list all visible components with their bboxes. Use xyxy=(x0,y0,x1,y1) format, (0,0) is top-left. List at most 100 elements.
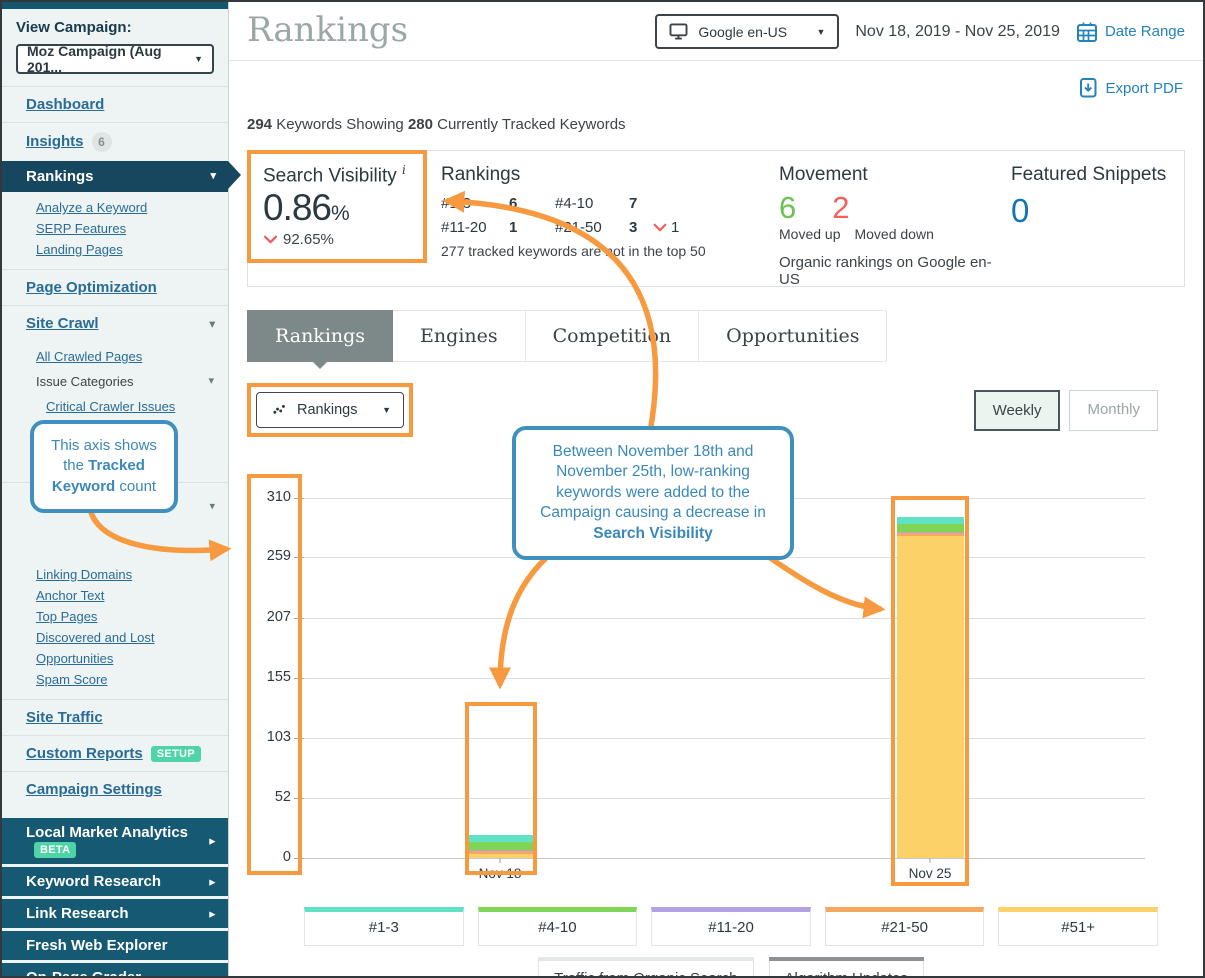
legend-item-1-3[interactable]: #1-3 xyxy=(304,907,464,946)
moved-up-value: 6 xyxy=(779,190,797,225)
rank-count: 1 xyxy=(509,219,518,236)
axis-annotation-callout: This axis shows the Tracked Keyword coun… xyxy=(30,420,178,513)
chevron-down-icon: ▾ xyxy=(209,318,215,330)
date-range-button[interactable]: Date Range xyxy=(1076,21,1185,43)
y-axis-tick xyxy=(294,557,304,559)
sidebar-item-link-research[interactable]: Link Research ▸ xyxy=(2,899,228,928)
export-pdf-button[interactable]: Export PDF xyxy=(1078,77,1183,99)
bar-stack[interactable] xyxy=(896,516,964,858)
scatter-chart-icon xyxy=(273,404,285,414)
y-axis-tick xyxy=(294,738,304,740)
legend-item-11-20[interactable]: #11-20 xyxy=(651,907,811,946)
sidebar-item-page-optimization[interactable]: Page Optimization xyxy=(2,269,228,305)
campaign-selector-value: Moz Campaign (Aug 201... xyxy=(27,43,162,75)
gridline xyxy=(304,738,1145,740)
y-axis-tick-label: 310 xyxy=(266,489,291,505)
rank-count: 3 xyxy=(629,219,638,236)
moved-down-value: 2 xyxy=(832,190,850,225)
chevron-right-icon: ▸ xyxy=(209,876,215,888)
sidebar-item-top-pages[interactable]: Top Pages xyxy=(36,609,98,624)
sidebar-item-dashboard[interactable]: Dashboard xyxy=(26,96,105,113)
bar-segment xyxy=(466,854,534,858)
main-annotation-callout: Between November 18th and November 25th,… xyxy=(512,426,794,561)
y-axis-tick xyxy=(294,498,304,499)
sidebar-item-site-crawl[interactable]: Site Crawl ▾ xyxy=(2,305,228,341)
campaign-selector[interactable]: Moz Campaign (Aug 201... ▼ xyxy=(16,43,214,75)
sidebar-item-serp-features[interactable]: SERP Features xyxy=(36,221,127,236)
sidebar-item-rankings-active[interactable]: Rankings ▾ xyxy=(2,161,241,192)
sidebar-item-issue-categories[interactable]: Issue Categories ▾ xyxy=(36,374,214,389)
date-range-value: Nov 18, 2019 - Nov 25, 2019 xyxy=(855,22,1060,40)
y-axis-tick xyxy=(294,797,304,799)
rankings-stat-note: 277 tracked keywords are not in the top … xyxy=(441,243,706,259)
view-campaign-label: View Campaign: xyxy=(16,19,132,36)
bar-stack[interactable] xyxy=(466,834,534,858)
movement-stat: Movement 6 2 Moved up Moved down Organic… xyxy=(775,151,1007,288)
sidebar-item-spam-score[interactable]: Spam Score xyxy=(36,672,108,687)
monthly-button[interactable]: Monthly xyxy=(1069,389,1158,431)
sidebar-item-critical-crawler-issues[interactable]: Critical Crawler Issues xyxy=(46,399,176,414)
chevron-down-icon: ▾ xyxy=(208,375,214,387)
sidebar-item-site-traffic[interactable]: Site Traffic xyxy=(2,699,228,735)
bar-segment xyxy=(466,851,534,855)
tab-opportunities[interactable]: Opportunities xyxy=(699,310,888,362)
sidebar-item-all-crawled-pages[interactable]: All Crawled Pages xyxy=(36,349,143,364)
legend-item-21-50[interactable]: #21-50 xyxy=(824,907,985,946)
rank-count: 6 xyxy=(509,195,518,212)
sidebar-item-fresh-web-explorer[interactable]: Fresh Web Explorer xyxy=(2,931,228,960)
search-engine-selector[interactable]: Google en-US ▼ xyxy=(655,14,840,49)
chevron-down-icon: ▼ xyxy=(382,405,391,415)
y-axis-tick xyxy=(294,678,304,679)
tab-competition[interactable]: Competition xyxy=(525,310,700,362)
keywords-summary: 294 Keywords Showing 280 Currently Track… xyxy=(247,116,626,133)
y-axis-tick xyxy=(294,617,304,619)
rank-range: #1-3 xyxy=(441,195,472,212)
bar-segment xyxy=(896,523,964,532)
rank-range: #11-20 xyxy=(441,219,487,236)
sidebar-item-on-page-grader[interactable]: On-Page Grader xyxy=(2,963,228,976)
search-visibility-value: 0.86% xyxy=(263,187,350,229)
legend-item-51-plus[interactable]: #51+ xyxy=(998,907,1158,946)
sidebar-item-opportunities[interactable]: Opportunities xyxy=(36,651,114,666)
tracked-keywords-count: 280 xyxy=(407,116,433,133)
setup-badge: SETUP xyxy=(150,746,201,762)
bar-segment xyxy=(466,849,534,851)
moved-up-label: Moved up xyxy=(779,226,841,242)
sidebar-item-discovered-and-lost[interactable]: Discovered and Lost xyxy=(36,630,155,645)
weekly-button[interactable]: Weekly xyxy=(973,389,1061,431)
legend-item-4-10[interactable]: #4-10 xyxy=(477,907,638,946)
traffic-organic-search-button[interactable]: Traffic from Organic Search xyxy=(538,957,754,976)
sidebar-top-strip xyxy=(2,2,228,9)
y-axis-tick xyxy=(294,858,304,859)
gridline xyxy=(304,858,1145,859)
chart-type-selector[interactable]: Rankings ▼ xyxy=(256,392,404,428)
featured-snippets-stat: Featured Snippets 0 xyxy=(1007,151,1184,286)
info-icon[interactable]: i xyxy=(402,163,406,177)
y-axis-tick-label: 103 xyxy=(266,729,291,746)
sidebar-item-keyword-research[interactable]: Keyword Research ▸ xyxy=(2,867,228,896)
sidebar-item-analyze-a-keyword[interactable]: Analyze a Keyword xyxy=(36,200,148,215)
bar-segment xyxy=(896,516,964,524)
chevron-down-icon: ▼ xyxy=(816,26,826,37)
tab-engines[interactable]: Engines xyxy=(393,310,526,362)
chevron-down-icon: ▼ xyxy=(194,54,203,64)
tab-bar: Rankings Engines Competition Opportuniti… xyxy=(247,310,1185,362)
sidebar-item-insights[interactable]: Insights 6 xyxy=(2,122,228,161)
sidebar-item-campaign-settings[interactable]: Campaign Settings xyxy=(2,771,228,807)
sidebar-item-custom-reports[interactable]: Custom Reports SETUP xyxy=(2,735,228,771)
tab-rankings[interactable]: Rankings xyxy=(247,310,394,362)
movement-note: Organic rankings on Google en-US xyxy=(779,254,992,288)
algorithm-updates-button[interactable]: Algorithm Updates xyxy=(768,957,925,976)
sidebar-item-linking-domains[interactable]: Linking Domains xyxy=(36,567,133,582)
sidebar-item-landing-pages[interactable]: Landing Pages xyxy=(36,242,123,257)
gridline xyxy=(304,617,1145,619)
search-visibility-label: Search Visibility i xyxy=(263,163,406,187)
bar-segment xyxy=(896,532,964,537)
chart-type-value: Rankings xyxy=(297,402,358,418)
export-pdf-label: Export PDF xyxy=(1105,79,1183,97)
arrow-down-icon xyxy=(653,223,667,232)
sidebar-item-local-market-analytics[interactable]: Local Market AnalyticsBETA ▸ xyxy=(2,818,228,864)
sidebar-item-anchor-text[interactable]: Anchor Text xyxy=(36,588,105,603)
y-axis-tick-label: 155 xyxy=(266,669,291,685)
